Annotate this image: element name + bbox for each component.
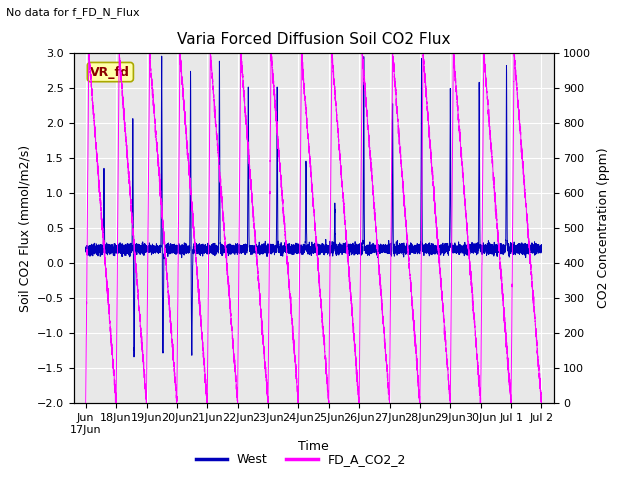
Text: VR_fd: VR_fd <box>90 66 131 79</box>
Legend: West, FD_A_CO2_2: West, FD_A_CO2_2 <box>191 448 411 471</box>
Title: Varia Forced Diffusion Soil CO2 Flux: Varia Forced Diffusion Soil CO2 Flux <box>177 33 451 48</box>
X-axis label: Time: Time <box>298 440 329 453</box>
Y-axis label: CO2 Concentration (ppm): CO2 Concentration (ppm) <box>597 148 610 308</box>
Text: No data for f_FD_N_Flux: No data for f_FD_N_Flux <box>6 7 140 18</box>
Y-axis label: Soil CO2 Flux (mmol/m2/s): Soil CO2 Flux (mmol/m2/s) <box>18 144 31 312</box>
